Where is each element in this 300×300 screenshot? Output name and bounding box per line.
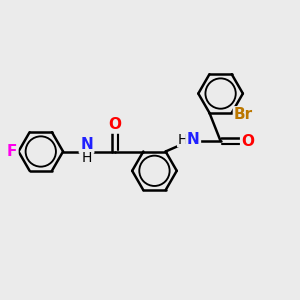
Text: O: O xyxy=(242,134,254,148)
Text: F: F xyxy=(7,144,17,159)
Text: H: H xyxy=(178,133,188,147)
Text: N: N xyxy=(80,137,93,152)
Text: O: O xyxy=(109,117,122,132)
Text: N: N xyxy=(187,132,200,147)
Text: O: O xyxy=(109,117,122,132)
Text: F: F xyxy=(7,144,17,159)
Text: O: O xyxy=(242,134,254,148)
Text: Br: Br xyxy=(233,107,253,122)
Text: H: H xyxy=(81,151,92,165)
Text: Br: Br xyxy=(233,107,253,122)
Text: N: N xyxy=(80,137,93,152)
Text: H: H xyxy=(81,151,92,165)
Text: N: N xyxy=(187,132,200,147)
Text: H: H xyxy=(178,133,188,147)
